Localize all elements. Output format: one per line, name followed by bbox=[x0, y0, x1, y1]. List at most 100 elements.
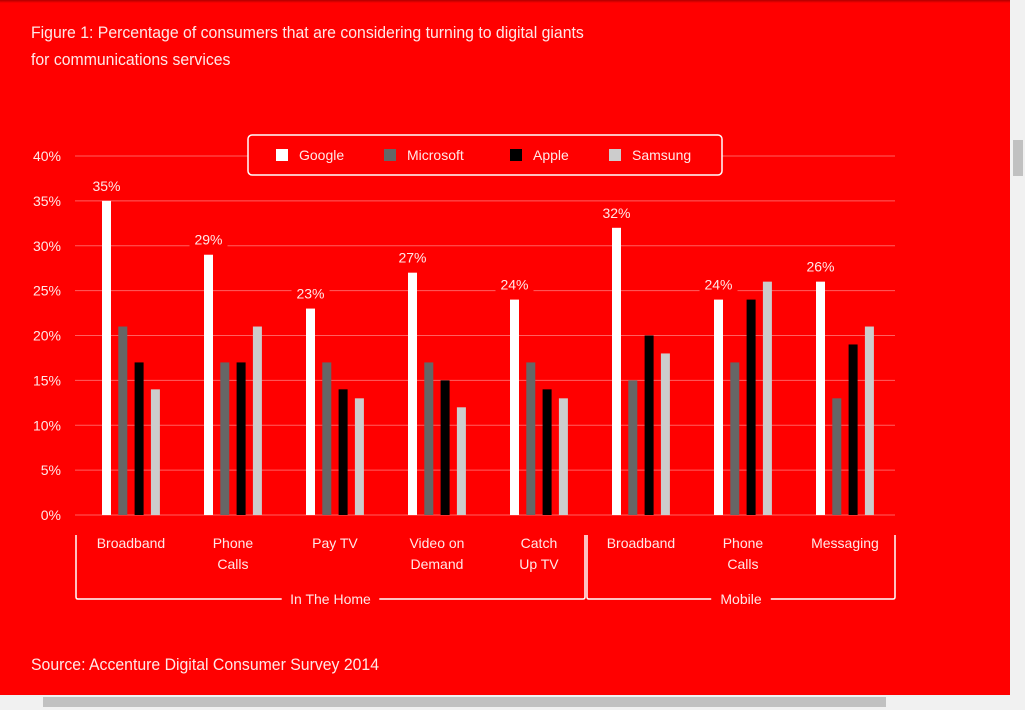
figure-panel bbox=[0, 0, 1010, 695]
data-label-bg bbox=[495, 275, 534, 293]
x-tick-label: Video on bbox=[409, 535, 464, 551]
y-axis-ticks: 0% 5% 10% 15% 20% 25% 30% 35% 40% bbox=[33, 148, 61, 523]
legend-swatch-microsoft bbox=[384, 149, 396, 161]
bar-apple bbox=[134, 362, 144, 515]
data-label: 27% bbox=[398, 250, 426, 266]
bar-samsung bbox=[456, 407, 466, 515]
data-labels: 35% 29% 23% 27% 24% 32% 24% 26% bbox=[87, 176, 840, 302]
bar-microsoft bbox=[118, 326, 128, 515]
x-tick-label: Catch bbox=[521, 535, 558, 551]
legend-swatch-apple bbox=[510, 149, 522, 161]
x-tick-label: Demand bbox=[410, 556, 463, 572]
bar-microsoft bbox=[220, 362, 230, 515]
bar-apple bbox=[338, 389, 348, 515]
y-tick-label: 25% bbox=[33, 283, 61, 299]
data-label-bg bbox=[189, 230, 228, 248]
data-label: 23% bbox=[296, 286, 324, 302]
data-label-bg bbox=[597, 203, 636, 221]
bar-microsoft bbox=[526, 362, 536, 515]
data-label-bg bbox=[801, 257, 840, 275]
chart-title: Figure 1: Percentage of consumers that a… bbox=[31, 19, 682, 73]
bar-samsung bbox=[354, 398, 364, 515]
data-label-bg bbox=[291, 284, 330, 302]
legend-box bbox=[247, 134, 723, 176]
category-group-brackets: In The Home Mobile bbox=[75, 535, 896, 607]
bar-apple bbox=[236, 362, 246, 515]
bracket-line bbox=[75, 535, 282, 600]
source-note: Source: Accenture Digital Consumer Surve… bbox=[31, 655, 380, 674]
data-label: 35% bbox=[92, 178, 120, 194]
horizontal-scrollbar-thumb[interactable] bbox=[43, 697, 886, 707]
bar-google bbox=[408, 272, 417, 515]
data-label-bg bbox=[87, 176, 126, 194]
x-tick-label: Calls bbox=[727, 556, 758, 572]
data-label: 29% bbox=[194, 232, 222, 248]
bar-samsung bbox=[660, 353, 670, 515]
y-tick-label: 0% bbox=[41, 507, 61, 523]
bracket-line bbox=[770, 535, 896, 600]
x-tick-label: Pay TV bbox=[312, 535, 358, 551]
bar-google bbox=[714, 299, 723, 515]
chart-title-line-2: for communications services bbox=[31, 50, 231, 69]
vertical-scrollbar-thumb[interactable] bbox=[1013, 140, 1023, 176]
x-tick-label: Messaging bbox=[811, 535, 879, 551]
bar-google bbox=[612, 227, 621, 516]
bar-microsoft bbox=[730, 362, 740, 515]
x-tick-label: Phone bbox=[723, 535, 764, 551]
legend-label-google: Google bbox=[299, 147, 344, 163]
data-label: 32% bbox=[602, 205, 630, 221]
data-label-bg bbox=[393, 248, 432, 266]
bar-google bbox=[306, 308, 315, 515]
data-label: 24% bbox=[704, 277, 732, 293]
group-label: Mobile bbox=[720, 591, 761, 607]
bar-google bbox=[102, 200, 111, 515]
x-tick-label: Broadband bbox=[607, 535, 676, 551]
y-tick-label: 5% bbox=[41, 462, 61, 478]
legend-label-microsoft: Microsoft bbox=[407, 147, 464, 163]
x-tick-label: Phone bbox=[213, 535, 254, 551]
bar-microsoft bbox=[322, 362, 332, 515]
bar-samsung bbox=[864, 326, 874, 515]
bar-apple bbox=[848, 344, 858, 515]
data-label: 24% bbox=[500, 277, 528, 293]
bar-google bbox=[510, 299, 519, 515]
y-tick-label: 30% bbox=[33, 238, 61, 254]
bar-apple bbox=[644, 335, 654, 515]
gridlines bbox=[75, 155, 895, 516]
data-label: 26% bbox=[806, 259, 834, 275]
bar-chart: 0% 5% 10% 15% 20% 25% 30% 35% 40% 35% 29% 23% 27% 24… bbox=[33, 134, 896, 607]
bar-samsung bbox=[252, 326, 262, 515]
top-shadow bbox=[0, 0, 1010, 3]
data-label-bg bbox=[699, 275, 738, 293]
y-tick-label: 15% bbox=[33, 372, 61, 388]
legend-swatch-google bbox=[276, 149, 288, 161]
bar-google bbox=[204, 254, 213, 515]
legend-label-samsung: Samsung bbox=[632, 147, 691, 163]
legend-swatch-samsung bbox=[609, 149, 621, 161]
bar-microsoft bbox=[832, 398, 842, 515]
bars bbox=[102, 200, 874, 516]
y-tick-label: 35% bbox=[33, 193, 61, 209]
bar-samsung bbox=[558, 398, 568, 515]
vertical-scrollbar[interactable] bbox=[1010, 0, 1025, 710]
bracket-line bbox=[379, 535, 586, 600]
x-axis-ticks: Broadband Phone Calls Pay TV Video on Demand C… bbox=[97, 535, 879, 572]
bar-apple bbox=[746, 299, 756, 515]
bar-google bbox=[816, 281, 825, 515]
y-tick-label: 40% bbox=[33, 148, 61, 164]
y-tick-label: 10% bbox=[33, 417, 61, 433]
group-label: In The Home bbox=[290, 591, 371, 607]
bar-samsung bbox=[150, 389, 160, 515]
x-tick-label: Up TV bbox=[519, 556, 559, 572]
x-tick-label: Broadband bbox=[97, 535, 166, 551]
bar-samsung bbox=[762, 281, 772, 515]
y-tick-label: 20% bbox=[33, 328, 61, 344]
bar-apple bbox=[440, 380, 450, 515]
legend: Google Microsoft Apple Samsung bbox=[247, 134, 723, 176]
bar-microsoft bbox=[628, 380, 638, 515]
chart-title-line-1: Figure 1: Percentage of consumers that a… bbox=[31, 23, 584, 42]
legend-label-apple: Apple bbox=[533, 147, 569, 163]
bar-apple bbox=[542, 389, 552, 515]
bar-microsoft bbox=[424, 362, 434, 515]
bracket-line bbox=[586, 535, 712, 600]
